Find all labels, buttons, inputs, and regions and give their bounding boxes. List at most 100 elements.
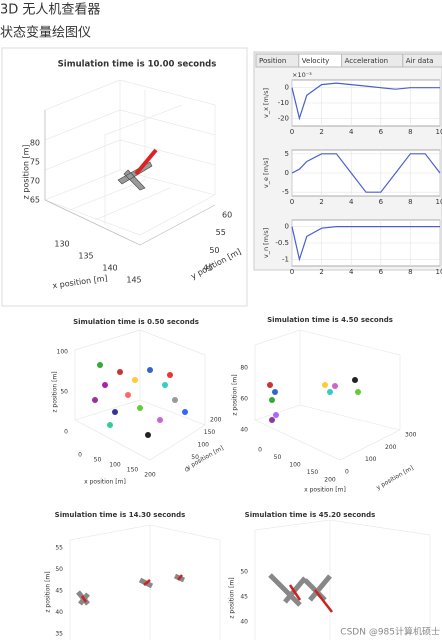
y-label: v_e [m/s] — [262, 158, 270, 188]
tick-label: 150 — [204, 429, 216, 436]
tick-label: 35 — [55, 631, 63, 638]
tick-label: 50 — [240, 569, 248, 576]
tick-label: 200 — [385, 444, 397, 451]
series-line — [291, 226, 440, 262]
tick-label: 0 — [185, 467, 189, 474]
tick-label: 40 — [240, 619, 248, 626]
tick-label: 50 — [191, 454, 199, 461]
tick-label: 100 — [109, 462, 121, 469]
tick-label: 145 — [126, 276, 141, 285]
x-tick-label: 6 — [379, 128, 384, 136]
y-tick-label: 5 — [285, 150, 289, 158]
tick-label: 200 — [210, 417, 222, 424]
watermark: CSDN @985计算机硕士 — [340, 626, 440, 638]
tick-label: 140 — [102, 264, 117, 273]
title: 3D 无人机查看器 — [0, 2, 100, 18]
x-tick-label: 4 — [349, 198, 354, 206]
tick-label: 75 — [30, 158, 40, 167]
x-tick-label: 4 — [349, 128, 354, 136]
y-label: y position [m] — [375, 465, 415, 492]
y-tick-label: 0 — [285, 223, 289, 231]
tick-label: 150 — [307, 469, 319, 476]
x-tick-label: 2 — [319, 128, 323, 136]
tab-label[interactable]: Velocity — [302, 57, 329, 65]
tick-label: 55 — [55, 545, 63, 552]
tick-label: 0 — [64, 429, 68, 436]
tick-label: 100 — [365, 456, 377, 463]
tick-label: 300 — [405, 432, 417, 439]
x-tick-label: 10 — [436, 128, 442, 136]
x-tick-label: 6 — [379, 268, 384, 276]
tick-label: 40 — [55, 609, 63, 616]
swarm-title: Simulation time is 4.50 seconds — [267, 316, 393, 324]
tick-label: 60 — [222, 211, 232, 220]
tick-label: 50 — [60, 389, 68, 396]
y-tick-label: -5 — [282, 188, 289, 196]
y-tick-label: -20 — [278, 114, 289, 122]
tick-label: 135 — [78, 252, 93, 261]
y-tick-label: -1 — [282, 255, 289, 263]
swarm-title: Simulation time is 45.20 seconds — [245, 511, 376, 519]
tick-label: 50 — [274, 454, 282, 461]
series-line — [291, 82, 440, 121]
tick-label: 80 — [30, 139, 40, 148]
tick-label: 55 — [216, 228, 226, 237]
z-label: z position [m] — [229, 577, 236, 618]
tick-label: 45 — [203, 264, 213, 273]
x-tick-label: 0 — [290, 198, 294, 206]
y-label: v_n [m/s] — [262, 228, 270, 258]
y-label: v_x [m/s] — [262, 88, 270, 118]
swarm-title: Simulation time is 14.30 seconds — [55, 511, 186, 519]
tick-label: 200 — [324, 477, 336, 484]
tick-label: 50 — [209, 246, 219, 255]
tick-label: 100 — [57, 349, 69, 356]
x-tick-label: 8 — [408, 268, 412, 276]
x-tick-label: 4 — [349, 268, 354, 276]
tick-label: 60 — [240, 396, 248, 403]
x-label: x position [m] — [304, 487, 346, 494]
series-line — [291, 153, 441, 193]
y-tick-label: 0 — [285, 169, 289, 177]
z-label: z position [m] — [45, 571, 52, 612]
x-tick-label: 10 — [436, 268, 442, 276]
tab[interactable] — [402, 53, 442, 68]
tick-label: 0 — [258, 447, 262, 454]
tick-label: 150 — [127, 467, 139, 474]
x-tick-label: 8 — [408, 198, 412, 206]
x-tick-label: 2 — [319, 198, 323, 206]
x-tick-label: 8 — [408, 128, 412, 136]
y-tick-label: -10 — [278, 99, 289, 107]
tab-label[interactable]: Position — [259, 57, 286, 65]
tick-label: 0 — [78, 452, 82, 459]
z-label: z position [m] — [232, 374, 239, 415]
tick-label: 45 — [240, 594, 248, 601]
tick-label: 50 — [94, 457, 102, 464]
tick-label: 200 — [144, 472, 156, 479]
z-label: z position [m] — [22, 144, 31, 199]
subtitle: 状态变量绘图仪 — [0, 25, 91, 41]
exponent: ×10⁻³ — [292, 71, 312, 79]
swarm-boxes — [69, 329, 431, 640]
viewer-title: Simulation time is 10.00 seconds — [58, 60, 217, 70]
x-tick-label: 6 — [379, 198, 384, 206]
tick-label: 65 — [30, 196, 40, 205]
tick-label: 100 — [289, 462, 301, 469]
x-tick-label: 0 — [290, 128, 294, 136]
tick-label: 100 — [198, 442, 210, 449]
y-tick-label: -0.5 — [275, 239, 289, 247]
x-label: x position [m] — [84, 479, 126, 486]
y-tick-label: 0 — [285, 84, 289, 92]
tab-label[interactable]: Air data — [406, 57, 434, 65]
tab-label[interactable]: Acceleration — [345, 57, 389, 65]
x-tick-label: 0 — [290, 268, 294, 276]
x-tick-label: 10 — [436, 198, 442, 206]
tick-label: 50 — [55, 566, 63, 573]
viewer-box — [44, 79, 216, 246]
z-label: z position [m] — [52, 371, 59, 412]
x-tick-label: 2 — [319, 268, 323, 276]
tick-label: 130 — [54, 240, 69, 249]
tick-label: 40 — [240, 427, 248, 434]
